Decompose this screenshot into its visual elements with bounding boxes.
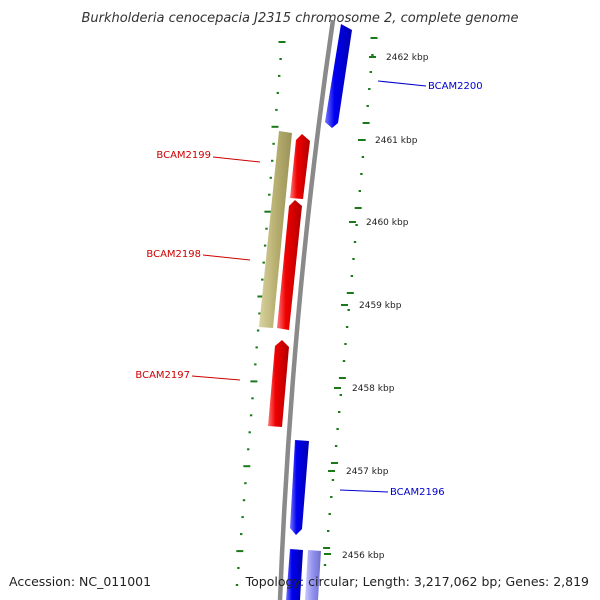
accession-text: Accession: NC_011001: [9, 574, 151, 589]
cds-reverse-bcam2199: [290, 134, 310, 199]
scale-label: 2456 kbp: [342, 551, 385, 561]
scale-label: 2458 kbp: [352, 384, 395, 394]
cds-forward-bcam2196: [290, 440, 309, 535]
cds-forward-partial: [286, 549, 303, 600]
cds-reverse-bcam2198: [277, 200, 302, 330]
leader-line: [191, 375, 241, 381]
cds-forward-bcam2200: [325, 24, 352, 128]
leader-line: [212, 156, 261, 163]
gene-label-bcam2199: BCAM2199: [156, 150, 211, 161]
cds-pale-partial: [305, 550, 321, 600]
gene-labels: BCAM2200 BCAM2199 BCAM2198 BCAM2197 BCAM…: [135, 80, 483, 498]
map-title: Burkholderia cenocepacia J2315 chromosom…: [81, 11, 518, 26]
cds-reverse-bcam2197: [268, 340, 289, 427]
scale-label: 2459 kbp: [359, 301, 402, 311]
backbone-track: [277, 19, 336, 600]
gene-label-bcam2200: BCAM2200: [428, 81, 483, 92]
gene-label-bcam2197: BCAM2197: [135, 370, 190, 381]
scale-label: 2462 kbp: [386, 53, 429, 63]
scale-label: 2461 kbp: [375, 136, 418, 146]
scale-label: 2457 kbp: [346, 467, 389, 477]
scale-labels: 2462 kbp 2461 kbp 2460 kbp 2459 kbp 2458…: [324, 53, 429, 561]
leader-line: [339, 489, 389, 493]
outer-tick-ring-right: [323, 37, 378, 566]
scale-label: 2460 kbp: [366, 218, 409, 228]
gene-label-bcam2196: BCAM2196: [390, 487, 445, 498]
leader-line: [377, 80, 427, 87]
gc-content-band: [259, 131, 292, 328]
outer-tick-ring-left: [235, 41, 286, 586]
topology-summary-text: Topology: circular; Length: 3,217,062 bp…: [245, 574, 589, 589]
gene-label-bcam2198: BCAM2198: [146, 249, 201, 260]
leader-line: [202, 254, 251, 261]
